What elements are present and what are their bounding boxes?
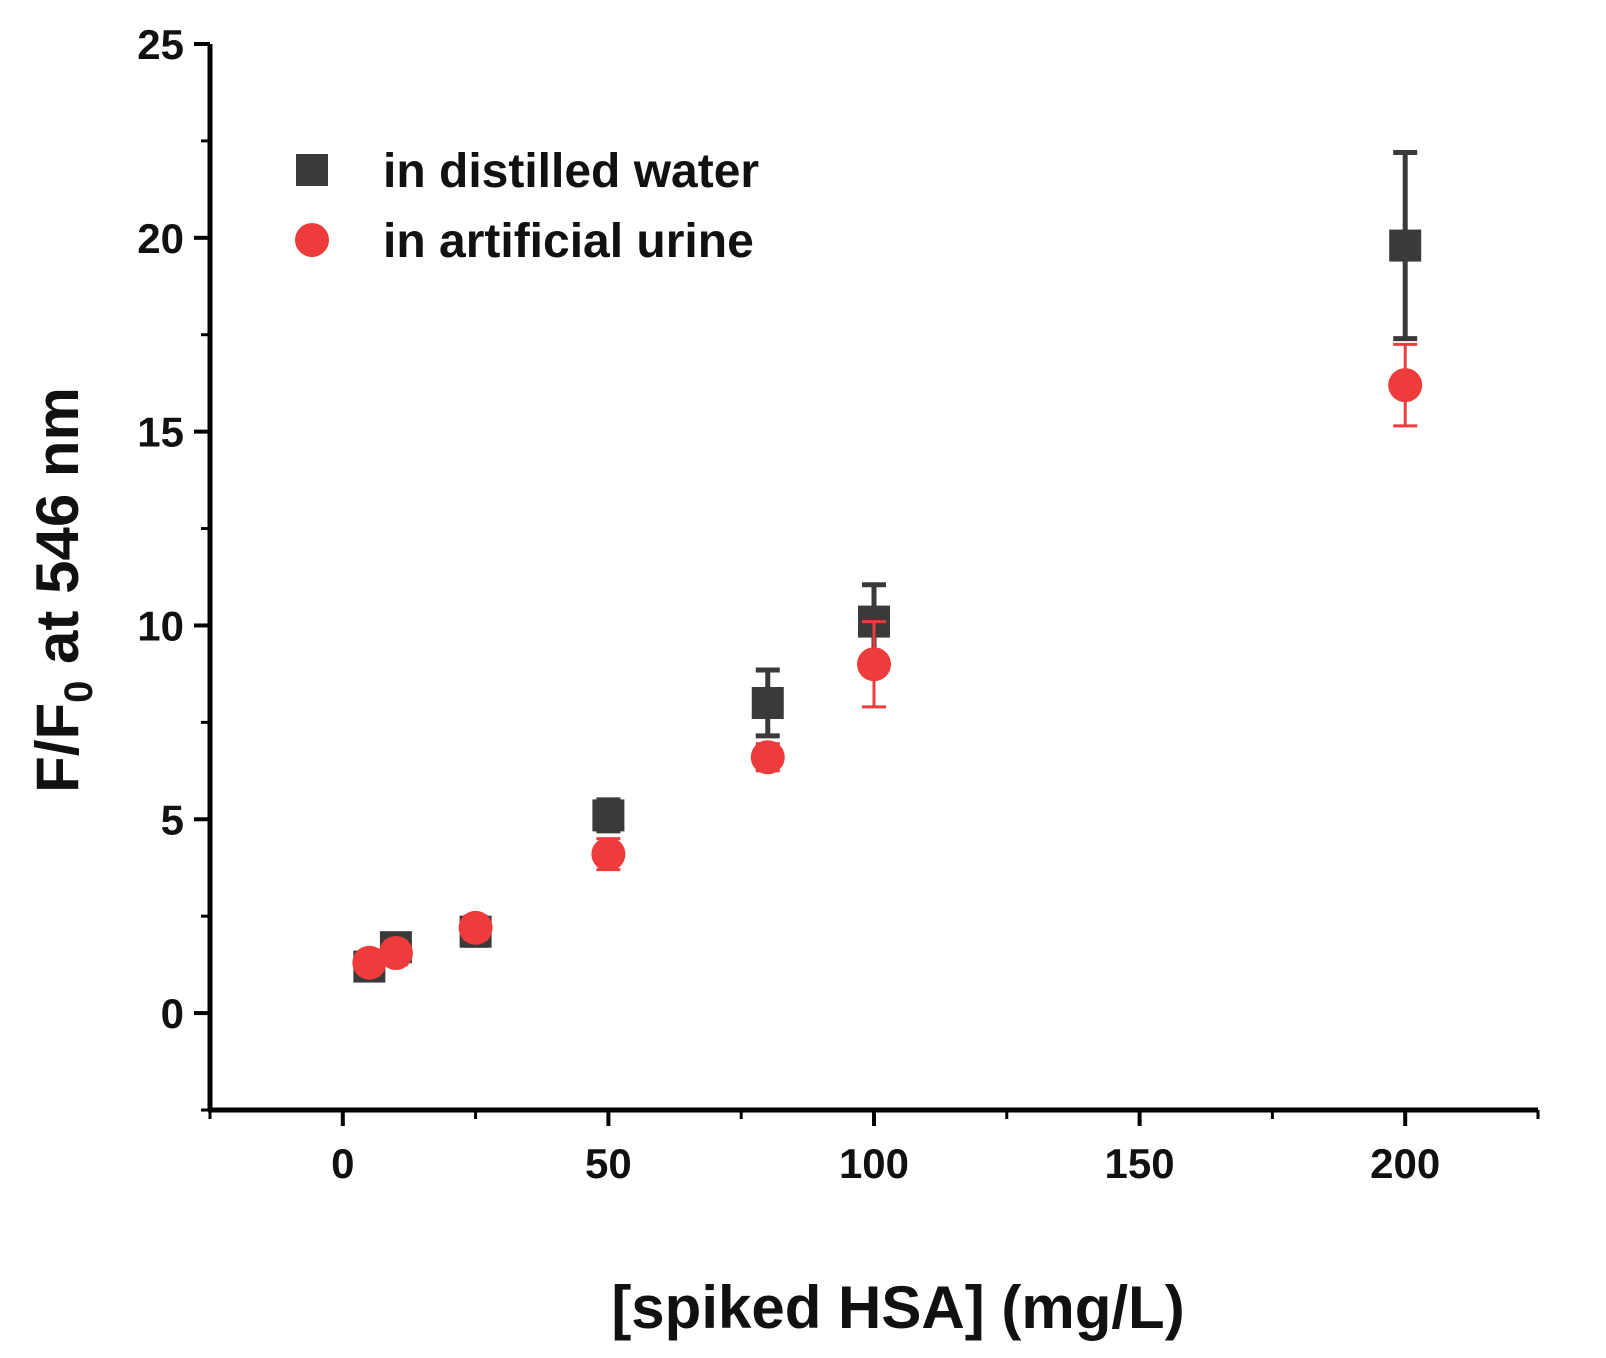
- data-point: [592, 799, 625, 832]
- y-axis-title-rest: at 546 nm: [24, 387, 91, 680]
- x-tick-label: 100: [839, 1140, 909, 1187]
- series-artificial-urine: [352, 342, 1423, 980]
- y-tick-label: 20: [137, 215, 184, 262]
- legend: in distilled water in artificial urine: [295, 145, 759, 268]
- series-distilled-water: [353, 150, 1422, 983]
- x-axis-title: [spiked HSA] (mg/L): [611, 1274, 1184, 1341]
- legend-label: in distilled water: [383, 145, 759, 198]
- y-tick-label: 15: [137, 409, 184, 456]
- legend-marker-square: [296, 154, 328, 186]
- y-tick-label: 25: [137, 21, 184, 68]
- x-tick-label: 0: [331, 1140, 354, 1187]
- data-point: [1388, 368, 1423, 403]
- legend-label: in artificial urine: [383, 215, 754, 268]
- y-axis-title-subscript: 0: [57, 681, 101, 703]
- axis-ticks: 0 5 10 15 20 25 0 50 100 150 200: [137, 21, 1540, 1187]
- data-point: [1389, 229, 1422, 262]
- y-axis-title: F/F0 at 546 nm: [24, 387, 101, 793]
- x-tick-label: 150: [1105, 1140, 1175, 1187]
- x-tick-label: 50: [585, 1140, 632, 1187]
- data-point: [857, 647, 891, 682]
- data-point: [591, 837, 626, 872]
- x-tick-label: 200: [1370, 1140, 1440, 1187]
- y-tick-label: 0: [161, 990, 184, 1037]
- data-point: [458, 910, 493, 945]
- data-point: [751, 686, 784, 719]
- legend-marker-circle: [295, 223, 329, 257]
- data-point: [378, 936, 413, 971]
- data-point: [750, 740, 785, 775]
- y-axis-title-main: F/F: [24, 703, 91, 793]
- y-tick-label: 5: [161, 796, 184, 843]
- data-point: [352, 945, 387, 980]
- data-marks: [352, 150, 1423, 983]
- y-tick-label: 10: [137, 602, 184, 649]
